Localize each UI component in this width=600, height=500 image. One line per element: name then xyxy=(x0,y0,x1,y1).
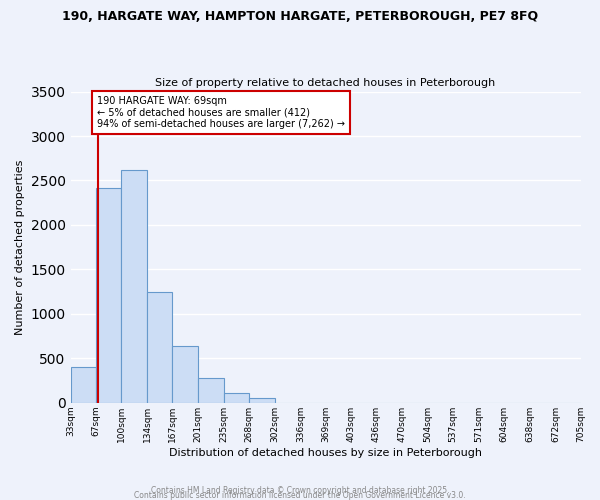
Text: Contains HM Land Registry data © Crown copyright and database right 2025.: Contains HM Land Registry data © Crown c… xyxy=(151,486,449,495)
Bar xyxy=(147,292,172,403)
Text: Contains public sector information licensed under the Open Government Licence v3: Contains public sector information licen… xyxy=(134,490,466,500)
Bar xyxy=(249,398,275,403)
Bar xyxy=(224,394,249,403)
Bar xyxy=(198,378,224,403)
Y-axis label: Number of detached properties: Number of detached properties xyxy=(15,160,25,335)
X-axis label: Distribution of detached houses by size in Peterborough: Distribution of detached houses by size … xyxy=(169,448,482,458)
Text: 190 HARGATE WAY: 69sqm
← 5% of detached houses are smaller (412)
94% of semi-det: 190 HARGATE WAY: 69sqm ← 5% of detached … xyxy=(97,96,345,129)
Bar xyxy=(97,188,121,403)
Bar xyxy=(121,170,147,403)
Bar xyxy=(71,367,97,403)
Text: 190, HARGATE WAY, HAMPTON HARGATE, PETERBOROUGH, PE7 8FQ: 190, HARGATE WAY, HAMPTON HARGATE, PETER… xyxy=(62,10,538,23)
Bar xyxy=(172,346,198,403)
Title: Size of property relative to detached houses in Peterborough: Size of property relative to detached ho… xyxy=(155,78,496,88)
